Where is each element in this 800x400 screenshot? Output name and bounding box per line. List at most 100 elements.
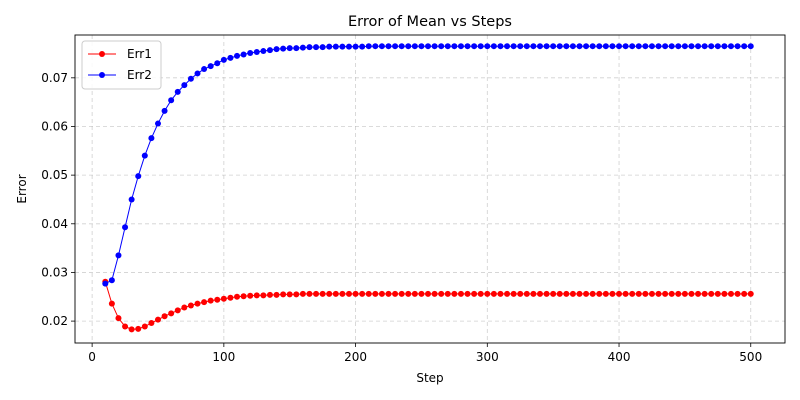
data-point-err2 (563, 43, 570, 50)
data-point-err1 (227, 294, 234, 301)
data-point-err1 (536, 290, 543, 297)
data-point-err1 (293, 291, 300, 298)
data-point-err1 (207, 297, 214, 304)
data-point-err2 (497, 43, 504, 50)
data-point-err1 (504, 290, 511, 297)
data-point-err2 (438, 43, 445, 50)
data-point-err2 (490, 43, 497, 50)
data-point-err1 (161, 313, 168, 320)
data-point-err1 (398, 290, 405, 297)
data-point-err2 (635, 43, 642, 50)
data-point-err2 (569, 43, 576, 50)
data-point-err2 (247, 50, 254, 56)
data-point-err1 (392, 290, 399, 297)
data-point-err2 (688, 43, 695, 50)
data-point-err1 (556, 290, 563, 297)
data-point-err2 (411, 43, 418, 50)
x-tick-label: 200 (344, 350, 367, 364)
data-point-err2 (102, 280, 109, 287)
data-point-err1 (550, 290, 557, 297)
data-point-err1 (727, 290, 734, 297)
data-point-err2 (392, 43, 399, 50)
data-point-err2 (148, 135, 155, 142)
y-tick-label: 0.02 (41, 314, 68, 328)
data-point-err2 (576, 43, 583, 50)
data-point-err2 (161, 107, 168, 114)
data-point-err1 (675, 290, 682, 297)
data-point-err1 (122, 323, 129, 330)
data-point-err1 (299, 290, 306, 297)
data-point-err2 (477, 43, 484, 50)
data-point-err2 (234, 52, 241, 59)
data-point-err2 (747, 43, 754, 50)
data-point-err2 (457, 43, 464, 50)
data-point-err1 (135, 325, 142, 332)
data-point-err1 (359, 290, 366, 297)
series-err1 (102, 278, 754, 333)
data-point-err2 (280, 45, 287, 52)
data-point-err1 (431, 290, 438, 297)
data-point-err2 (418, 43, 425, 50)
data-point-err1 (378, 290, 385, 297)
data-point-err2 (609, 43, 616, 50)
data-point-err2 (543, 43, 550, 50)
data-point-err2 (675, 43, 682, 50)
data-point-err1 (181, 304, 188, 311)
data-point-err1 (655, 290, 662, 297)
y-tick-label: 0.04 (41, 217, 68, 231)
data-point-err1 (530, 290, 537, 297)
data-point-err2 (128, 196, 135, 203)
data-point-err2 (484, 43, 491, 50)
data-point-err1 (326, 290, 333, 297)
data-point-err1 (444, 290, 451, 297)
data-point-err1 (234, 293, 241, 300)
data-point-err1 (141, 323, 148, 330)
data-point-err1 (266, 291, 273, 298)
data-point-err1 (332, 290, 339, 297)
data-point-err2 (517, 43, 524, 50)
chart-title: Error of Mean vs Steps (348, 14, 512, 30)
data-point-err2 (648, 43, 655, 50)
data-point-err2 (293, 45, 300, 52)
data-point-err2 (701, 43, 708, 50)
data-point-err2 (510, 43, 517, 50)
series-layer (102, 43, 754, 333)
data-point-err2 (168, 97, 175, 104)
data-point-err2 (550, 43, 557, 50)
data-point-err2 (405, 43, 412, 50)
data-point-err1 (306, 290, 313, 297)
data-point-err2 (365, 43, 372, 50)
legend-marker-err1 (99, 51, 105, 57)
y-tick-label: 0.05 (41, 168, 68, 182)
data-point-err2 (504, 43, 511, 50)
data-point-err1 (569, 290, 576, 297)
data-point-err1 (741, 290, 748, 297)
data-point-err2 (201, 66, 208, 73)
data-point-err1 (602, 290, 609, 297)
data-point-err1 (451, 290, 458, 297)
data-point-err2 (359, 43, 366, 50)
data-point-err1 (154, 316, 161, 323)
data-point-err1 (695, 290, 702, 297)
data-point-err1 (385, 290, 392, 297)
data-point-err1 (372, 290, 379, 297)
data-point-err1 (635, 290, 642, 297)
data-point-err2 (345, 43, 352, 50)
data-point-err2 (220, 56, 227, 63)
data-point-err2 (655, 43, 662, 50)
data-point-err1 (681, 290, 688, 297)
legend-marker-err2 (99, 72, 105, 78)
data-point-err1 (648, 290, 655, 297)
data-point-err1 (220, 295, 227, 302)
data-point-err1 (576, 290, 583, 297)
data-point-err2 (523, 43, 530, 50)
x-tick-label: 500 (739, 350, 762, 364)
data-point-err1 (201, 299, 208, 306)
data-point-err1 (497, 290, 504, 297)
data-point-err1 (214, 296, 221, 303)
x-tick-label: 100 (212, 350, 235, 364)
y-tick-label: 0.06 (41, 119, 68, 133)
data-point-err1 (365, 290, 372, 297)
data-point-err1 (405, 290, 412, 297)
data-point-err2 (319, 44, 326, 51)
